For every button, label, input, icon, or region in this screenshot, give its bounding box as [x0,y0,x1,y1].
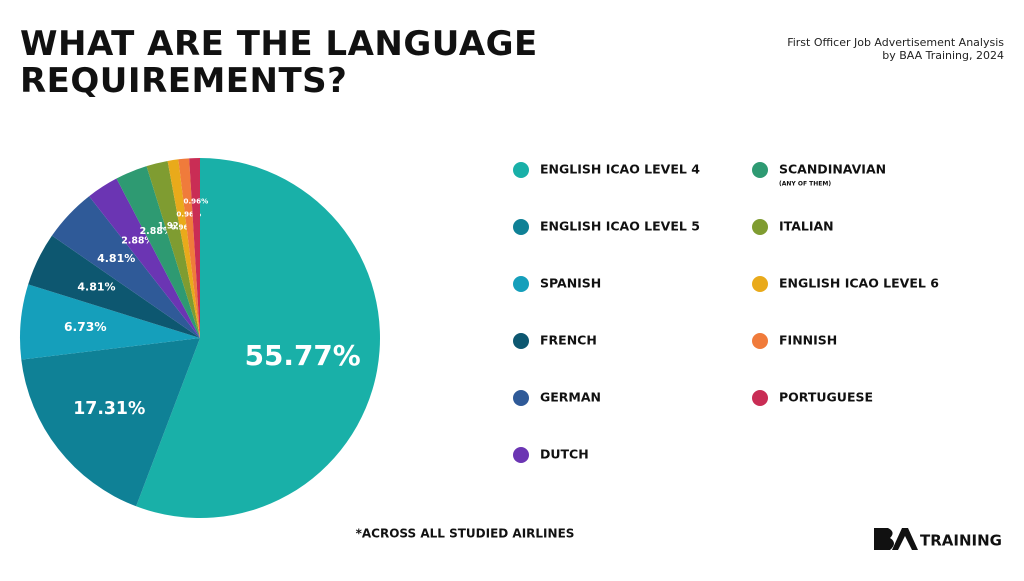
footnote: *ACROSS ALL STUDIED AIRLINES [356,527,575,541]
slice [51,196,200,338]
legend-label: ENGLISH ICAO LEVEL 6 [779,276,939,291]
data-label: 1.92% [158,221,188,231]
data-label: 0.96% [176,209,201,218]
legend-swatch [513,333,529,349]
chart-title: WHAT ARE THE LANGUAGE REQUIREMENTS? [20,24,538,101]
slice [89,178,200,338]
slice [136,158,380,518]
legend-label: GERMAN [540,390,601,405]
legend-label: FINNISH [779,333,837,348]
data-label: 2.88% [121,236,154,247]
legend-swatch [513,390,529,406]
legend-label: DUTCH [540,447,589,462]
data-label: 0.96% [184,196,209,205]
slice [21,338,201,507]
legend-swatch [513,162,529,178]
data-label: 4.81% [77,280,115,293]
legend-swatch [752,276,768,292]
data-label: 4.81% [97,252,135,265]
legend-note: (ANY OF THEM) [779,181,831,188]
data-label: 55.77% [245,339,361,372]
slice [28,235,200,338]
slice [189,158,200,338]
slice [116,166,200,338]
legend-swatch [752,162,768,178]
logo: TRAINING [874,528,1002,550]
legend-label: ENGLISH ICAO LEVEL 5 [540,219,700,234]
slice [167,159,200,338]
legend-label: SPANISH [540,276,601,291]
legend-swatch [752,219,768,235]
legend-label: PORTUGUESE [779,390,873,405]
brand: TRAINING [920,532,1002,550]
legend-label: SCANDINAVIAN [779,162,886,177]
slice [178,158,200,338]
legend-swatch [752,390,768,406]
slice [146,160,200,338]
data-label: 6.73% [64,320,107,334]
slice [20,284,201,360]
source-line: by BAA Training, 2024 [882,49,1004,62]
legend-swatch [513,276,529,292]
source: First Officer Job Advertisement Analysis… [787,36,1004,62]
source-line: First Officer Job Advertisement Analysis [787,36,1004,49]
data-label: 2.88% [140,226,173,237]
legend-label: FRENCH [540,333,597,348]
data-label: 17.31% [73,399,145,419]
legend-swatch [513,447,529,463]
legend-swatch [752,333,768,349]
data-label: 0.96% [171,223,196,232]
logo-mark [874,528,918,550]
legend-label: ENGLISH ICAO LEVEL 4 [540,162,700,177]
legend-swatch [513,219,529,235]
legend-label: ITALIAN [779,219,834,234]
